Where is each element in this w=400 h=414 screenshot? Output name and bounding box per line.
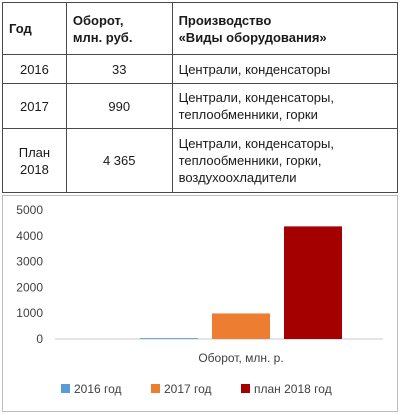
bar (140, 338, 198, 339)
bar (284, 226, 342, 339)
table-row: 2017 990 Централи, конденсаторы, теплооб… (2, 83, 399, 129)
header-products: Производство «Виды оборудования» (171, 2, 399, 55)
products-cell: Централи, конденсаторы, теплообменники, … (171, 83, 399, 129)
bar (212, 313, 270, 339)
year-value: 2017 (19, 98, 49, 114)
header-products-line-1: Производство (178, 12, 272, 28)
legend-label: план 2018 год (254, 382, 332, 396)
products-line: теплообменники, горки (178, 107, 318, 122)
year-cell: 2016 (2, 54, 67, 84)
table-header-row: Год Оборот, млн. руб. Производство «Виды… (2, 2, 399, 55)
legend-label: 2017 год (164, 382, 212, 396)
turnover-value: 4 365 (102, 153, 136, 168)
y-tick-label: 2000 (16, 280, 43, 294)
header-turnover-line-2: млн. руб. (72, 29, 133, 45)
turnover-cell: 4 365 (65, 128, 173, 193)
year-cell: План 2018 (2, 128, 67, 193)
turnover-value: 990 (108, 98, 131, 114)
turnover-table: Год Оборот, млн. руб. Производство «Виды… (2, 2, 399, 193)
header-products-line-2: «Виды оборудования» (178, 29, 327, 45)
products-line: воздухоохладители (178, 170, 297, 185)
legend-label: 2016 год (74, 382, 122, 396)
table-row: План 2018 4 365 Централи, конденсаторы, … (2, 128, 399, 193)
header-year-label: Год (9, 21, 32, 36)
legend-swatch (151, 384, 160, 393)
y-tick-label: 3000 (16, 255, 43, 269)
products-cell: Централи, конденсаторы (171, 54, 399, 84)
turnover-cell: 990 (65, 83, 173, 129)
y-tick-label: 5000 (16, 203, 43, 217)
header-turnover: Оборот, млн. руб. (65, 2, 173, 55)
legend-swatch (241, 384, 250, 393)
turnover-value: 33 (111, 61, 127, 77)
year-value: 2016 (19, 61, 49, 77)
products-line: Централи, конденсаторы, (178, 136, 334, 151)
year-value: 2018 (19, 161, 49, 177)
x-category-label: Оборот, млн. р. (198, 351, 283, 365)
year-value: План (18, 144, 51, 160)
products-cell: Централи, конденсаторы, теплообменники, … (171, 128, 399, 193)
table-row: 2016 33 Централи, конденсаторы (2, 54, 399, 84)
y-tick-label: 4000 (16, 229, 43, 243)
turnover-cell: 33 (65, 54, 173, 84)
y-tick-label: 0 (36, 332, 43, 346)
y-tick-label: 1000 (16, 306, 43, 320)
products-line: теплообменники, горки, (178, 153, 322, 168)
products-line: Централи, конденсаторы (178, 61, 331, 77)
header-turnover-line-1: Оборот, (72, 12, 124, 28)
bar-chart: 0 1000 2000 3000 4000 5000 Оборот, млн. р. 2016… (16, 203, 383, 396)
year-cell: 2017 (2, 83, 67, 129)
header-year: Год (2, 2, 67, 55)
products-line: Централи, конденсаторы, (178, 90, 334, 105)
chart-area: 0 1000 2000 3000 4000 5000 Оборот, млн. р. 2016… (2, 195, 398, 412)
legend-swatch (61, 384, 70, 393)
